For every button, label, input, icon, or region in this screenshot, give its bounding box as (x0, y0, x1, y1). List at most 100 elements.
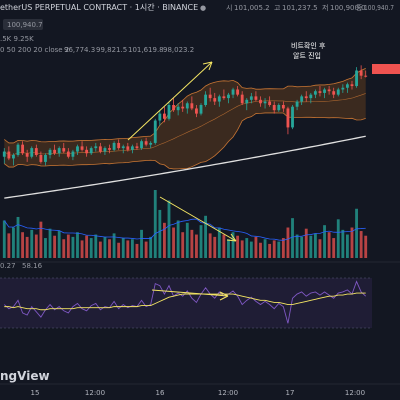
candle-body (66, 151, 70, 157)
volume-bar (341, 229, 345, 258)
volume-bar (21, 232, 25, 258)
candle-body (53, 149, 57, 154)
last-price-marker (372, 64, 400, 74)
symbol-title: etherUS PERPETUAL CONTRACT · 1시간 · BINAN… (0, 2, 198, 12)
volume-bar (135, 243, 139, 258)
candle-body (213, 98, 217, 102)
volume-bar (80, 240, 84, 258)
candle-body (12, 155, 15, 159)
volume-bar (103, 236, 107, 258)
volume-bar (76, 232, 79, 258)
volume-bar (227, 239, 230, 258)
volume-bar (213, 236, 217, 258)
candle-body (236, 89, 240, 95)
candle-body (7, 151, 11, 159)
candle-body (167, 105, 171, 119)
candle-body (199, 105, 203, 114)
annotation-line-2: 알트 진입 (293, 51, 321, 60)
ohlc-close: 100,940.7 (364, 4, 394, 12)
volume-bar (25, 236, 29, 258)
candle-body (121, 146, 125, 149)
candle-body (231, 89, 235, 95)
ohlc-low-label: 저 (322, 3, 328, 12)
ohlc-high-label: 고 (274, 4, 281, 12)
candle-body (149, 142, 153, 145)
rsi-line (3, 280, 367, 324)
moving-average-200 (4, 135, 366, 199)
bollinger-label: 0 50 200 20 close 2 (0, 46, 69, 54)
volume-bar (44, 238, 47, 258)
x-tick-label: 16 (156, 389, 165, 397)
volume-bar (304, 228, 308, 258)
candle-body (222, 96, 226, 99)
volume-bar (295, 234, 299, 258)
candle-body (268, 101, 272, 105)
volume-bar (254, 236, 258, 258)
volume-bar (12, 227, 15, 258)
candle-body (2, 151, 6, 157)
volume-bar (7, 233, 11, 258)
status-dot-icon: ● (200, 4, 206, 12)
volume-bar (336, 219, 340, 258)
candle-body (176, 106, 180, 111)
rsi-value-1: 0.27 (0, 262, 16, 270)
candle-body (71, 151, 75, 157)
candle-body (57, 148, 61, 154)
volume-bar (350, 227, 354, 258)
volume-bar (345, 234, 349, 258)
rsi-band-background (0, 278, 372, 328)
x-axis-ticks: 15 12:00 16 12:00 17 12:00 (31, 389, 366, 397)
ohlc-low: 100,900.0 (330, 4, 366, 12)
volume-bar (57, 231, 61, 258)
candle-body (34, 148, 38, 155)
volume-bar (140, 229, 143, 258)
volume-down-arrowhead (226, 233, 237, 242)
volume-bar (2, 220, 6, 258)
candle-body (172, 105, 175, 111)
candle-body (21, 144, 25, 154)
candle-body (259, 99, 262, 104)
bollinger-lower: 101,619.8 (128, 46, 164, 54)
candle-body (208, 94, 212, 99)
volume-bar (66, 234, 70, 258)
volume-down-arrow (159, 196, 237, 242)
volume-bar (231, 232, 235, 258)
volume-bar (259, 242, 262, 258)
bollinger-fill (4, 68, 366, 169)
candle-body (108, 148, 111, 150)
candle-body (162, 113, 166, 119)
volume-bar (71, 236, 75, 258)
volume-bar (34, 234, 38, 258)
volume-fragment: .5K 9.25K (0, 35, 34, 43)
volume-bar (121, 238, 125, 258)
candle-body (309, 94, 313, 99)
candle-body (16, 144, 20, 155)
x-tick-label: 15 (31, 389, 40, 397)
ohlc-high: 101,237.5 (282, 4, 318, 12)
ohlc-close-label: 종 (356, 4, 363, 12)
volume-bar (272, 240, 276, 258)
candle-body (103, 148, 107, 152)
volume-bar (53, 235, 57, 258)
volume-bar (94, 234, 98, 258)
price-badge-box (3, 19, 43, 30)
volume-bar (327, 232, 331, 258)
volume-bar (309, 235, 313, 258)
candle-body (140, 141, 143, 149)
bollinger-extra: 98,023.2 (163, 46, 194, 54)
candle-body (217, 96, 221, 102)
rsi-ma-line (4, 292, 366, 311)
volume-bar (48, 228, 52, 258)
candle-body (227, 94, 230, 99)
volume-bar (199, 225, 203, 258)
candle-body (318, 91, 322, 93)
bollinger-lower-line (4, 112, 366, 170)
candle-body (286, 108, 290, 128)
candle-body (25, 153, 29, 157)
candle-body (336, 89, 340, 95)
ohlc-open-label: 시 (226, 4, 232, 12)
volume-bar (240, 240, 244, 258)
candle-body (30, 148, 34, 157)
